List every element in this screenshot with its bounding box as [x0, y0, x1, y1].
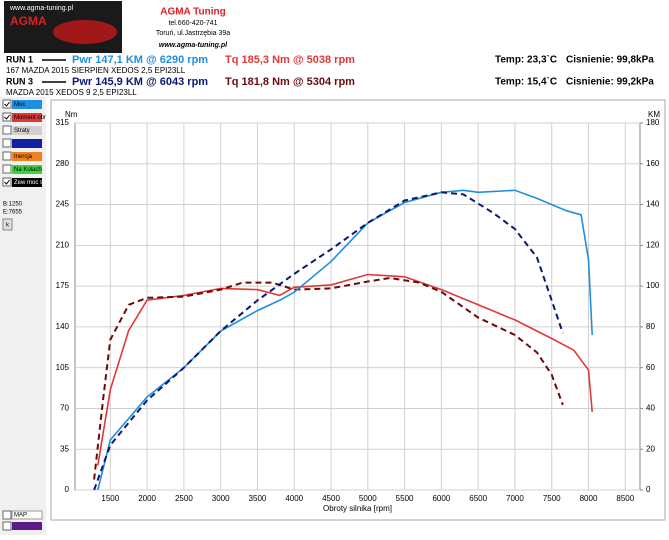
x-tick-label: 4500: [322, 494, 340, 503]
logo-car: [53, 20, 117, 44]
phone: tel.660-420-741: [168, 20, 217, 27]
x-tick-label: 5000: [359, 494, 377, 503]
y-tick-label: 210: [56, 240, 70, 249]
run-torque: Tq 185,3 Nm @ 5038 rpm: [225, 54, 355, 66]
series-line: [93, 276, 564, 480]
y-tick-label: 0: [65, 485, 70, 494]
y2-tick-label: 80: [646, 322, 655, 331]
y2-tick-label: 120: [646, 240, 660, 249]
x-tick-label: 1500: [101, 494, 119, 503]
x-tick-label: 8000: [580, 494, 598, 503]
website: www.agma-tuning.pl: [159, 42, 228, 49]
color-box: [12, 139, 42, 148]
checkbox[interactable]: [2, 125, 12, 135]
run-torque: Tq 181,8 Nm @ 5304 rpm: [225, 76, 355, 88]
run-temp: Temp: 15,4`C: [495, 77, 557, 88]
color-box: [12, 165, 42, 174]
x-tick-label: 7000: [506, 494, 524, 503]
company: AGMA Tuning: [160, 7, 226, 18]
run-pressure: Cisnienie: 99,2kPa: [566, 77, 654, 88]
y-tick-label: 280: [56, 159, 70, 168]
map-box: [11, 510, 43, 520]
series-line: [97, 273, 593, 466]
run-power: Pwr 145,9 KM @ 6043 rpm: [72, 76, 208, 88]
panel-label: Zew moc str: [14, 180, 47, 186]
checkbox[interactable]: [2, 99, 12, 109]
y-tick-label: 315: [56, 118, 70, 127]
begin: B:1250: [3, 202, 23, 208]
y-tick-label: 35: [60, 444, 69, 453]
checkbox[interactable]: [2, 151, 12, 161]
color-box: [12, 152, 42, 161]
x-tick-label: 2500: [175, 494, 193, 503]
y-tick-label: 70: [60, 404, 69, 413]
color-box: [12, 113, 42, 122]
x-tick-label: 3500: [249, 494, 267, 503]
y2-tick-label: 40: [646, 404, 655, 413]
x-tick-label: 5500: [396, 494, 414, 503]
y-tick-label: 175: [56, 281, 70, 290]
x-tick-label: 3000: [212, 494, 230, 503]
color-box: [12, 522, 42, 530]
run-pressure: Cisnienie: 99,8kPa: [566, 55, 654, 66]
check-mark: [4, 101, 10, 107]
y2-tick-label: 60: [646, 363, 655, 372]
map-label: MAP: [14, 513, 27, 519]
y2-tick-label: 160: [646, 159, 660, 168]
checkbox[interactable]: [2, 521, 12, 531]
panel-label: Na Kolach: [14, 167, 42, 173]
y2-tick-label: 0: [646, 485, 651, 494]
checkbox[interactable]: [2, 164, 12, 174]
x-tick-label: 6000: [432, 494, 450, 503]
check-mark: [4, 114, 10, 120]
address: Toruń, ul.Jastrzębia 39a: [156, 30, 230, 37]
run-label: RUN 3: [6, 76, 33, 86]
checkbox[interactable]: [2, 112, 12, 122]
chart: 0 35 70 105 140 175 210 245 280 315 0 20 40 60 80 100 12…: [56, 110, 661, 513]
run-label: RUN 1: [6, 54, 33, 64]
plot-area: [74, 122, 641, 491]
panel-label: Moment obr: [14, 115, 46, 121]
y2-tick-label: 180: [646, 118, 660, 127]
checkbox[interactable]: [2, 510, 12, 520]
y2-tick-label: 100: [646, 281, 660, 290]
y-tick-label: 105: [56, 363, 70, 372]
run-temp: Temp: 23,3`C: [495, 55, 557, 66]
color-box: [12, 178, 42, 187]
y-axis-label: Nm: [65, 110, 78, 119]
panel-list: Moc Moment obr Straty Inercja Na Kolach Zew m…: [2, 99, 47, 187]
button[interactable]: [2, 218, 13, 231]
run-description: MAZDA 2015 XEDOS 9 2,5 EPI23LL: [6, 88, 137, 97]
run-description: 167 MAZDA 2015 SIERPIEN XEDOS 2,5 EPI23L…: [6, 66, 186, 75]
checkbox[interactable]: [2, 138, 12, 148]
checkbox[interactable]: [2, 177, 12, 187]
panel-label: Moc: [14, 102, 25, 108]
color-box: [12, 100, 42, 109]
side-panel: [0, 97, 46, 535]
run-power: Pwr 147,1 KM @ 6290 rpm: [72, 54, 208, 66]
logo-name: AGMA: [10, 14, 47, 28]
y2-tick-label: 20: [646, 444, 655, 453]
y2-axis-label: KM: [648, 110, 660, 119]
logo-url: www.agma-tuning.pl: [9, 5, 73, 12]
y-tick-label: 245: [56, 200, 70, 209]
x-tick-label: 8500: [616, 494, 634, 503]
end: E:7655: [3, 210, 23, 216]
runs: RUN 1 Pwr 147,1 KM @ 6290 rpm Tq 185,3 Nm …: [6, 54, 654, 97]
x-tick-label: 7500: [543, 494, 561, 503]
y2-tick-label: 140: [646, 200, 660, 209]
panel-label: Straty: [14, 128, 30, 134]
y-tick-label: 140: [56, 322, 70, 331]
x-tick-label: 2000: [138, 494, 156, 503]
x-tick-label: 6500: [469, 494, 487, 503]
check-mark: [4, 179, 10, 185]
button-label: k: [6, 223, 10, 229]
x-axis-label: Obroty silnika [rpm]: [323, 504, 392, 513]
panel-label: Inercja: [14, 154, 33, 160]
color-box: [12, 126, 42, 135]
x-tick-label: 4000: [285, 494, 303, 503]
